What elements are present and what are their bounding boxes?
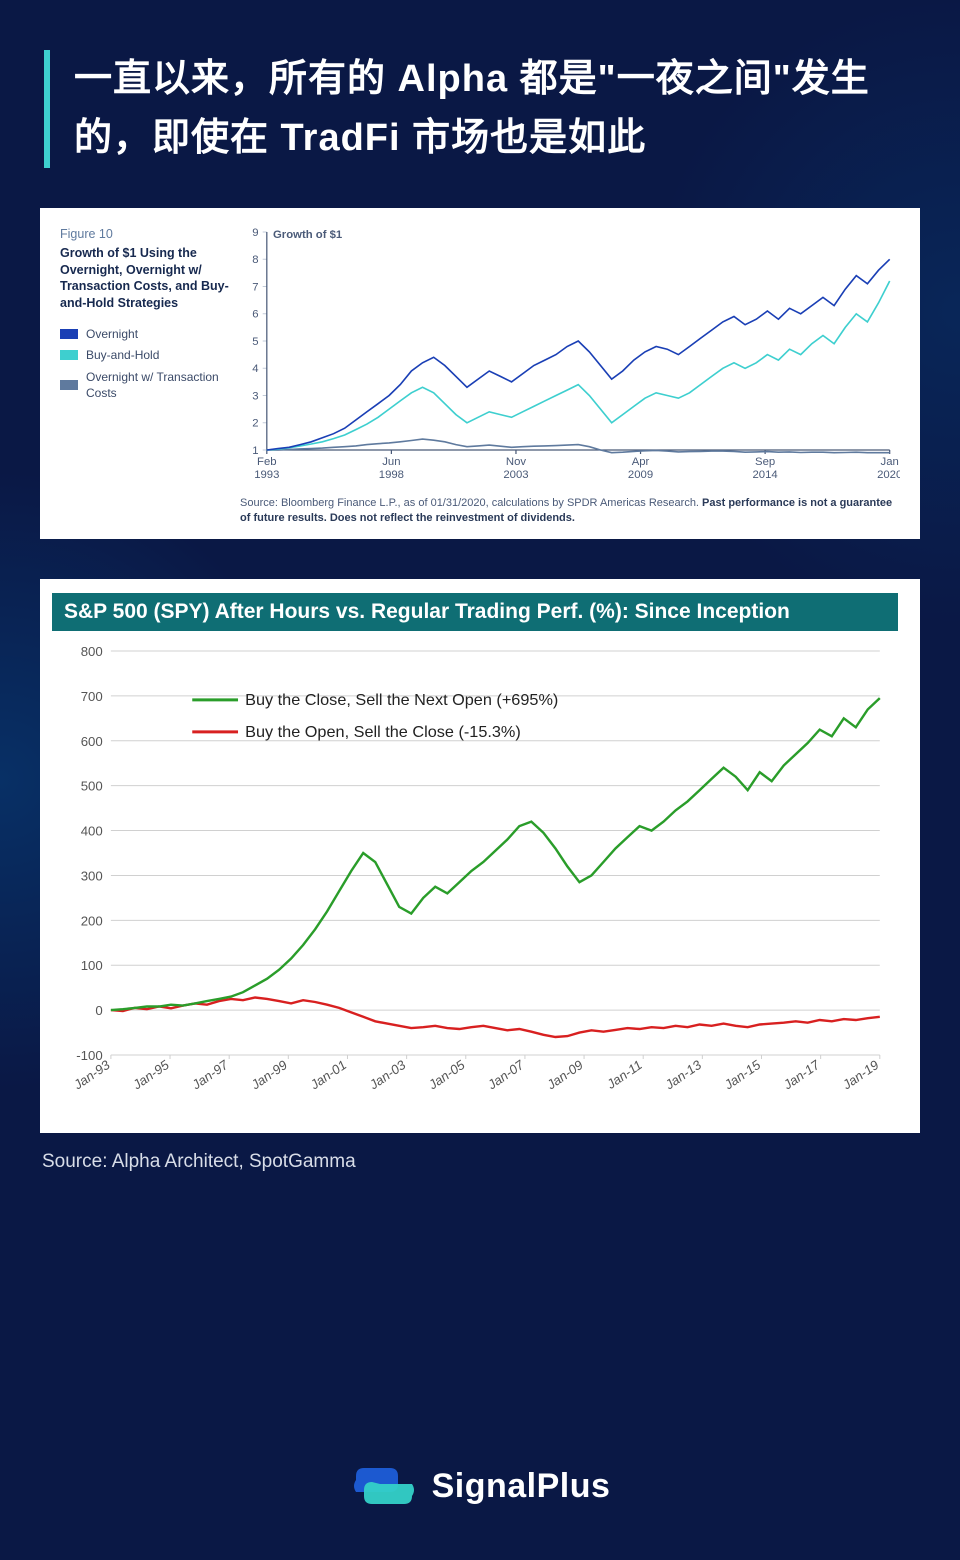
brand-logo-icon: [350, 1462, 418, 1510]
svg-text:9: 9: [252, 227, 258, 239]
legend-label: Buy-and-Hold: [86, 347, 159, 363]
svg-text:1993: 1993: [254, 469, 279, 481]
page-title: 一直以来，所有的 Alpha 都是"一夜之间"发生的，即使在 TradFi 市场…: [74, 50, 920, 168]
chart1-plot: 123456789Growth of $1Feb1993Jun1998Nov20…: [240, 226, 900, 486]
svg-text:6: 6: [252, 309, 258, 321]
svg-text:300: 300: [81, 869, 103, 884]
page-title-block: 一直以来，所有的 Alpha 都是"一夜之间"发生的，即使在 TradFi 市场…: [44, 50, 920, 168]
legend-swatch: [60, 380, 78, 390]
svg-text:Jan-13: Jan-13: [661, 1057, 704, 1093]
svg-text:Jan-01: Jan-01: [307, 1058, 350, 1094]
svg-text:Jan-19: Jan-19: [839, 1057, 882, 1093]
brand-logo-text: SignalPlus: [432, 1467, 611, 1506]
chart2-plot: -1000100200300400500600700800Jan-93Jan-9…: [58, 641, 892, 1111]
svg-text:2014: 2014: [753, 469, 778, 481]
svg-text:Buy the Open, Sell the Close (: Buy the Open, Sell the Close (-15.3%): [245, 723, 521, 741]
legend-swatch: [60, 350, 78, 360]
chart1-legend-row: Overnight w/ Transaction Costs: [60, 369, 230, 401]
svg-text:Apr: Apr: [632, 456, 650, 468]
svg-text:Jan-11: Jan-11: [603, 1058, 645, 1093]
legend-label: Overnight: [86, 326, 138, 342]
chart2-panel: S&P 500 (SPY) After Hours vs. Regular Tr…: [40, 579, 920, 1133]
svg-text:7: 7: [252, 281, 258, 293]
source-below: Source: Alpha Architect, SpotGamma: [42, 1151, 920, 1173]
chart1-source: Source: Bloomberg Finance L.P., as of 01…: [240, 496, 900, 526]
svg-text:500: 500: [81, 779, 103, 794]
svg-text:Jan-03: Jan-03: [366, 1057, 409, 1093]
svg-text:0: 0: [95, 1004, 102, 1019]
svg-text:Jan-09: Jan-09: [543, 1057, 586, 1093]
chart1-source-text: Source: Bloomberg Finance L.P., as of 01…: [240, 497, 702, 509]
svg-text:200: 200: [81, 914, 103, 929]
svg-text:Jan: Jan: [881, 456, 899, 468]
svg-text:Sep: Sep: [755, 456, 775, 468]
svg-text:Feb: Feb: [257, 456, 277, 468]
chart1-figure-number: Figure 10: [60, 226, 230, 243]
svg-text:2: 2: [252, 418, 258, 430]
svg-text:800: 800: [81, 645, 103, 660]
svg-text:Jan-07: Jan-07: [484, 1057, 527, 1093]
svg-text:Jan-05: Jan-05: [425, 1057, 468, 1093]
svg-text:5: 5: [252, 336, 258, 348]
svg-text:600: 600: [81, 734, 103, 749]
svg-text:400: 400: [81, 824, 103, 839]
svg-text:Jan-97: Jan-97: [188, 1057, 231, 1093]
svg-text:Buy the Close, Sell the Next O: Buy the Close, Sell the Next Open (+695%…: [245, 691, 558, 709]
svg-text:3: 3: [252, 390, 258, 402]
svg-text:700: 700: [81, 689, 103, 704]
svg-text:1998: 1998: [379, 469, 404, 481]
svg-text:8: 8: [252, 254, 258, 266]
chart1-legend-row: Buy-and-Hold: [60, 347, 230, 363]
chart1-sidebar: Figure 10 Growth of $1 Using the Overnig…: [60, 226, 230, 486]
brand-footer: SignalPlus: [0, 1462, 960, 1510]
svg-text:2020: 2020: [877, 469, 900, 481]
chart1-legend: Overnight Buy-and-Hold Overnight w/ Transa…: [60, 326, 230, 401]
chart2-title: S&P 500 (SPY) After Hours vs. Regular Tr…: [52, 593, 898, 631]
legend-label: Overnight w/ Transaction Costs: [86, 369, 230, 401]
svg-text:Jan-15: Jan-15: [721, 1057, 764, 1093]
svg-text:Nov: Nov: [506, 456, 527, 468]
chart1-panel: Figure 10 Growth of $1 Using the Overnig…: [40, 208, 920, 540]
svg-text:100: 100: [81, 959, 103, 974]
svg-text:4: 4: [252, 363, 258, 375]
chart1-figure-title: Growth of $1 Using the Overnight, Overni…: [60, 245, 230, 313]
svg-text:Growth of $1: Growth of $1: [273, 229, 342, 241]
svg-text:Jan-95: Jan-95: [129, 1057, 172, 1093]
svg-text:2003: 2003: [503, 469, 528, 481]
chart1-legend-row: Overnight: [60, 326, 230, 342]
svg-text:Jan-99: Jan-99: [247, 1057, 290, 1093]
svg-text:2009: 2009: [628, 469, 653, 481]
svg-text:Jan-17: Jan-17: [780, 1057, 823, 1093]
legend-swatch: [60, 329, 78, 339]
svg-text:Jun: Jun: [382, 456, 400, 468]
